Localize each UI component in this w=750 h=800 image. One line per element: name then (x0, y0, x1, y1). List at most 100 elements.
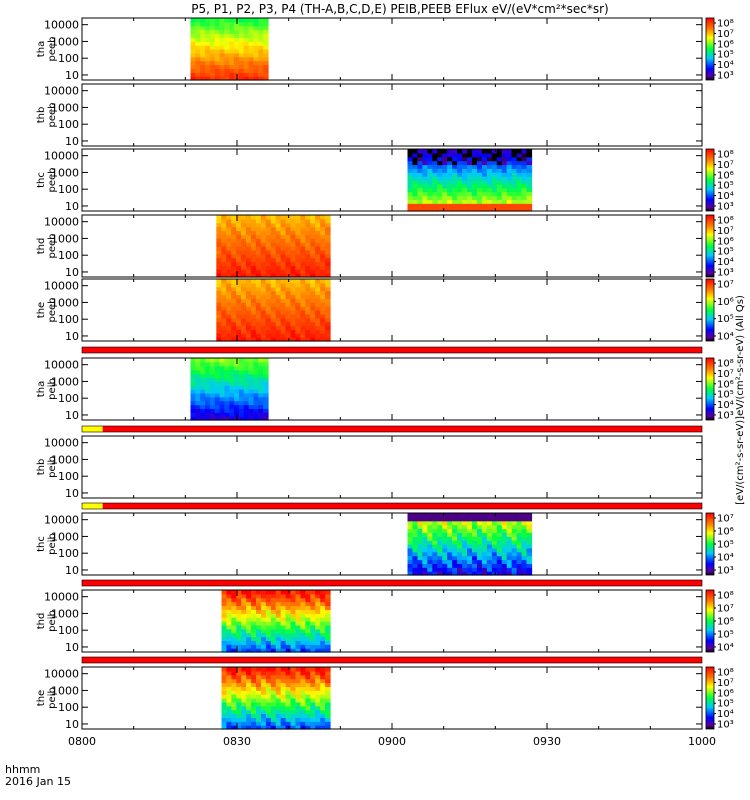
y-tick-label: 10 (65, 409, 79, 422)
heatmap-cell (280, 690, 287, 695)
heatmap-cell (467, 195, 473, 200)
heatmap-cell (236, 215, 242, 220)
heatmap-cell (275, 624, 282, 630)
heatmap-cell (243, 381, 250, 386)
heatmap-cell (221, 690, 228, 695)
heatmap-cell (285, 701, 292, 707)
heatmap-cell (260, 337, 267, 342)
heatmap-cell (245, 286, 252, 292)
y-tick-label: 10000 (44, 514, 79, 527)
heatmap-cell (231, 218, 237, 224)
heatmap-cell (226, 667, 232, 672)
panel-frame (81, 17, 703, 81)
heatmap-cell (516, 567, 523, 572)
heatmap-cell (506, 172, 513, 177)
heatmap-cell (270, 686, 277, 691)
heatmap-cell (216, 329, 222, 334)
heatmap-cell (221, 701, 228, 707)
heatmap-cell (229, 358, 235, 363)
heatmap-cell (221, 698, 228, 703)
heatmap-cell (511, 191, 518, 197)
heatmap-cell (263, 68, 269, 73)
heatmap-cell (496, 195, 503, 200)
heatmap-cell (285, 242, 292, 247)
heatmap-cell (526, 180, 533, 185)
heatmap-cell (231, 617, 237, 622)
colorbar-tick-label: 10⁶ (717, 688, 734, 699)
heatmap-cell (270, 273, 277, 278)
heatmap-cell (300, 725, 306, 730)
heatmap-cell (224, 33, 230, 38)
heatmap-cell (526, 152, 533, 158)
heatmap-cell (265, 329, 272, 334)
heatmap-cell (290, 234, 296, 239)
heatmap-cell (195, 76, 201, 81)
heatmap-cell (226, 246, 232, 251)
heatmap-cell (195, 404, 201, 409)
heatmap-cell (422, 547, 428, 553)
heatmap-cell (442, 528, 448, 533)
heatmap-cell (442, 152, 448, 158)
heatmap-cell (427, 203, 433, 208)
heatmap-cell (491, 191, 498, 197)
heatmap-cell (320, 686, 326, 691)
heatmap-cell (320, 298, 326, 303)
heatmap-cell (285, 313, 292, 319)
heatmap-cell (275, 313, 282, 319)
heatmap-cell (407, 528, 414, 533)
heatmap-cell (290, 333, 296, 338)
heatmap-cell (290, 624, 297, 630)
heatmap-cell (265, 670, 272, 676)
heatmap-cell (437, 176, 443, 181)
heatmap-cell (251, 632, 257, 638)
heatmap-cell (290, 613, 297, 618)
heatmap-cell (501, 199, 508, 204)
heatmap-cell (320, 613, 326, 618)
heatmap-cell (280, 257, 287, 263)
heatmap-cell (265, 709, 272, 715)
heatmap-cell (315, 313, 321, 319)
heatmap-cell (501, 183, 508, 189)
heatmap-cell (236, 721, 242, 726)
heatmap-cell (236, 709, 242, 715)
heatmap-cell (241, 269, 247, 274)
heatmap-cell (290, 230, 296, 235)
heatmap-cell (231, 609, 237, 614)
heatmap-cell (221, 694, 228, 699)
heatmap-cell (300, 290, 306, 296)
heatmap-cell (280, 698, 287, 703)
heatmap-cell (245, 325, 252, 330)
heatmap-cell (417, 563, 423, 568)
heatmap-cell (447, 180, 453, 185)
heatmap-cell (260, 333, 267, 338)
heatmap-cell (476, 187, 483, 193)
heatmap-cell (219, 412, 225, 417)
heatmap-cell (280, 222, 287, 228)
heatmap-cell (280, 605, 287, 610)
heatmap-cell (200, 404, 206, 409)
heatmap-cell (290, 670, 297, 676)
heatmap-cell (506, 203, 513, 208)
heatmap-cell (457, 559, 463, 564)
heatmap-cells (407, 149, 533, 212)
heatmap-cell (437, 547, 443, 553)
heatmap-cell (325, 294, 331, 299)
heatmap-cell (310, 329, 316, 334)
heatmap-cell (452, 183, 458, 189)
heatmap-cell (245, 257, 252, 263)
heatmap-cell (221, 249, 227, 255)
heatmap-cell (209, 18, 216, 23)
heatmap-cell (214, 18, 221, 23)
heatmap-cell (243, 29, 250, 35)
heatmap-cell (260, 257, 267, 263)
heatmap-cell (476, 571, 483, 576)
heatmap-cell (258, 56, 264, 62)
heatmap-cell (229, 41, 235, 46)
heatmap-cell (452, 176, 458, 181)
heatmap-cell (471, 199, 478, 204)
heatmap-cell (205, 381, 211, 386)
heatmap-cell (417, 172, 423, 177)
heatmap-cell (265, 273, 272, 278)
heatmap-cell (305, 249, 311, 255)
